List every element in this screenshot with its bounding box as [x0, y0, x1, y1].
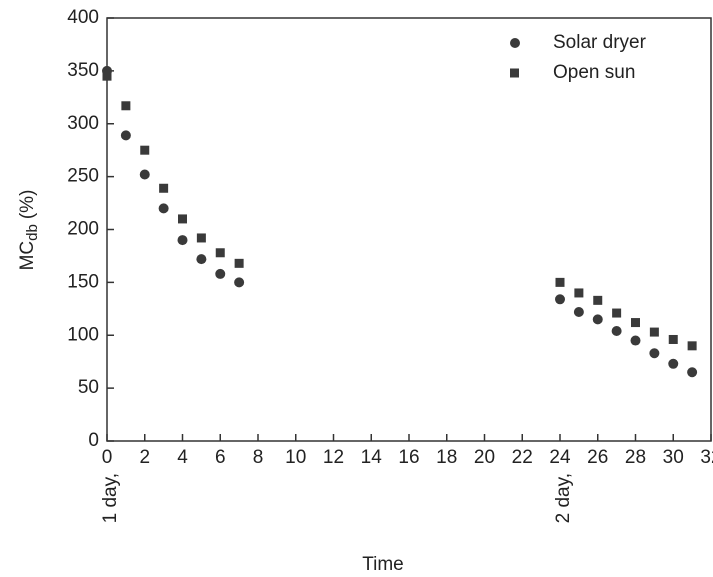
y-tick-label: 100 — [67, 324, 99, 345]
data-point — [178, 214, 187, 224]
legend-marker — [510, 68, 519, 78]
data-point — [574, 288, 584, 298]
x-tick-label: 4 — [177, 447, 188, 468]
y-axis-label: MCdb (%) — [17, 190, 41, 271]
data-point — [196, 254, 207, 265]
legend-label: Open sun — [553, 62, 635, 83]
legend-marker — [510, 38, 520, 48]
data-point — [555, 277, 565, 287]
legend-label: Solar dryer — [553, 32, 647, 53]
y-tick-label: 250 — [67, 166, 99, 187]
data-point — [555, 294, 565, 305]
data-point — [215, 248, 225, 258]
data-point — [102, 71, 112, 81]
data-point — [649, 348, 660, 359]
x-tick-label: 26 — [587, 447, 608, 468]
data-point — [631, 318, 640, 328]
x-tick-label: 14 — [361, 447, 383, 468]
data-point — [687, 367, 698, 378]
y-label-sub: db — [24, 224, 41, 241]
x-tick-label: 10 — [285, 447, 306, 468]
x-tick-label: 12 — [323, 447, 344, 468]
x-tick-label: 32 — [700, 447, 713, 468]
data-point — [668, 358, 679, 369]
y-tick-label: 50 — [78, 377, 99, 398]
data-point — [593, 295, 603, 305]
data-point — [630, 335, 641, 346]
x-tick-label: 20 — [474, 447, 495, 468]
data-point — [612, 308, 622, 318]
y-label-main: MC — [17, 241, 38, 271]
data-point — [668, 334, 678, 344]
x-tick-label: 8 — [253, 447, 264, 468]
x-axis-label: Time — [362, 554, 404, 575]
x-tick-label: 22 — [512, 447, 533, 468]
y-tick-label: 0 — [88, 430, 99, 451]
data-point — [234, 277, 245, 288]
data-point — [649, 327, 659, 337]
data-point — [121, 101, 131, 111]
x-tick-label: 2 — [139, 447, 150, 468]
data-point — [120, 130, 131, 141]
y-tick-label: 400 — [67, 7, 99, 28]
data-point — [611, 326, 622, 337]
y-tick-label: 200 — [67, 219, 99, 240]
data-point — [573, 306, 584, 317]
x-tick-label: 28 — [625, 447, 646, 468]
y-label-unit: (%) — [17, 190, 38, 220]
annotation: 2 day, — [553, 473, 574, 523]
y-tick-label: 350 — [67, 60, 99, 81]
data-point — [234, 258, 244, 268]
data-point — [196, 233, 206, 243]
y-tick-label: 150 — [67, 271, 99, 292]
data-point — [687, 341, 697, 351]
x-tick-label: 24 — [549, 447, 571, 468]
x-tick-label: 18 — [436, 447, 457, 468]
x-tick-label: 0 — [102, 447, 113, 468]
x-tick-label: 6 — [215, 447, 226, 468]
data-point — [177, 235, 188, 246]
data-point — [158, 203, 169, 214]
data-point — [140, 145, 150, 155]
y-tick-label: 300 — [67, 113, 99, 134]
data-point — [592, 314, 603, 325]
x-tick-label: 16 — [398, 447, 419, 468]
annotation: 1 day, — [100, 473, 121, 523]
data-point — [139, 169, 150, 180]
x-tick-label: 30 — [663, 447, 684, 468]
data-point — [159, 183, 169, 193]
data-point — [215, 268, 226, 279]
